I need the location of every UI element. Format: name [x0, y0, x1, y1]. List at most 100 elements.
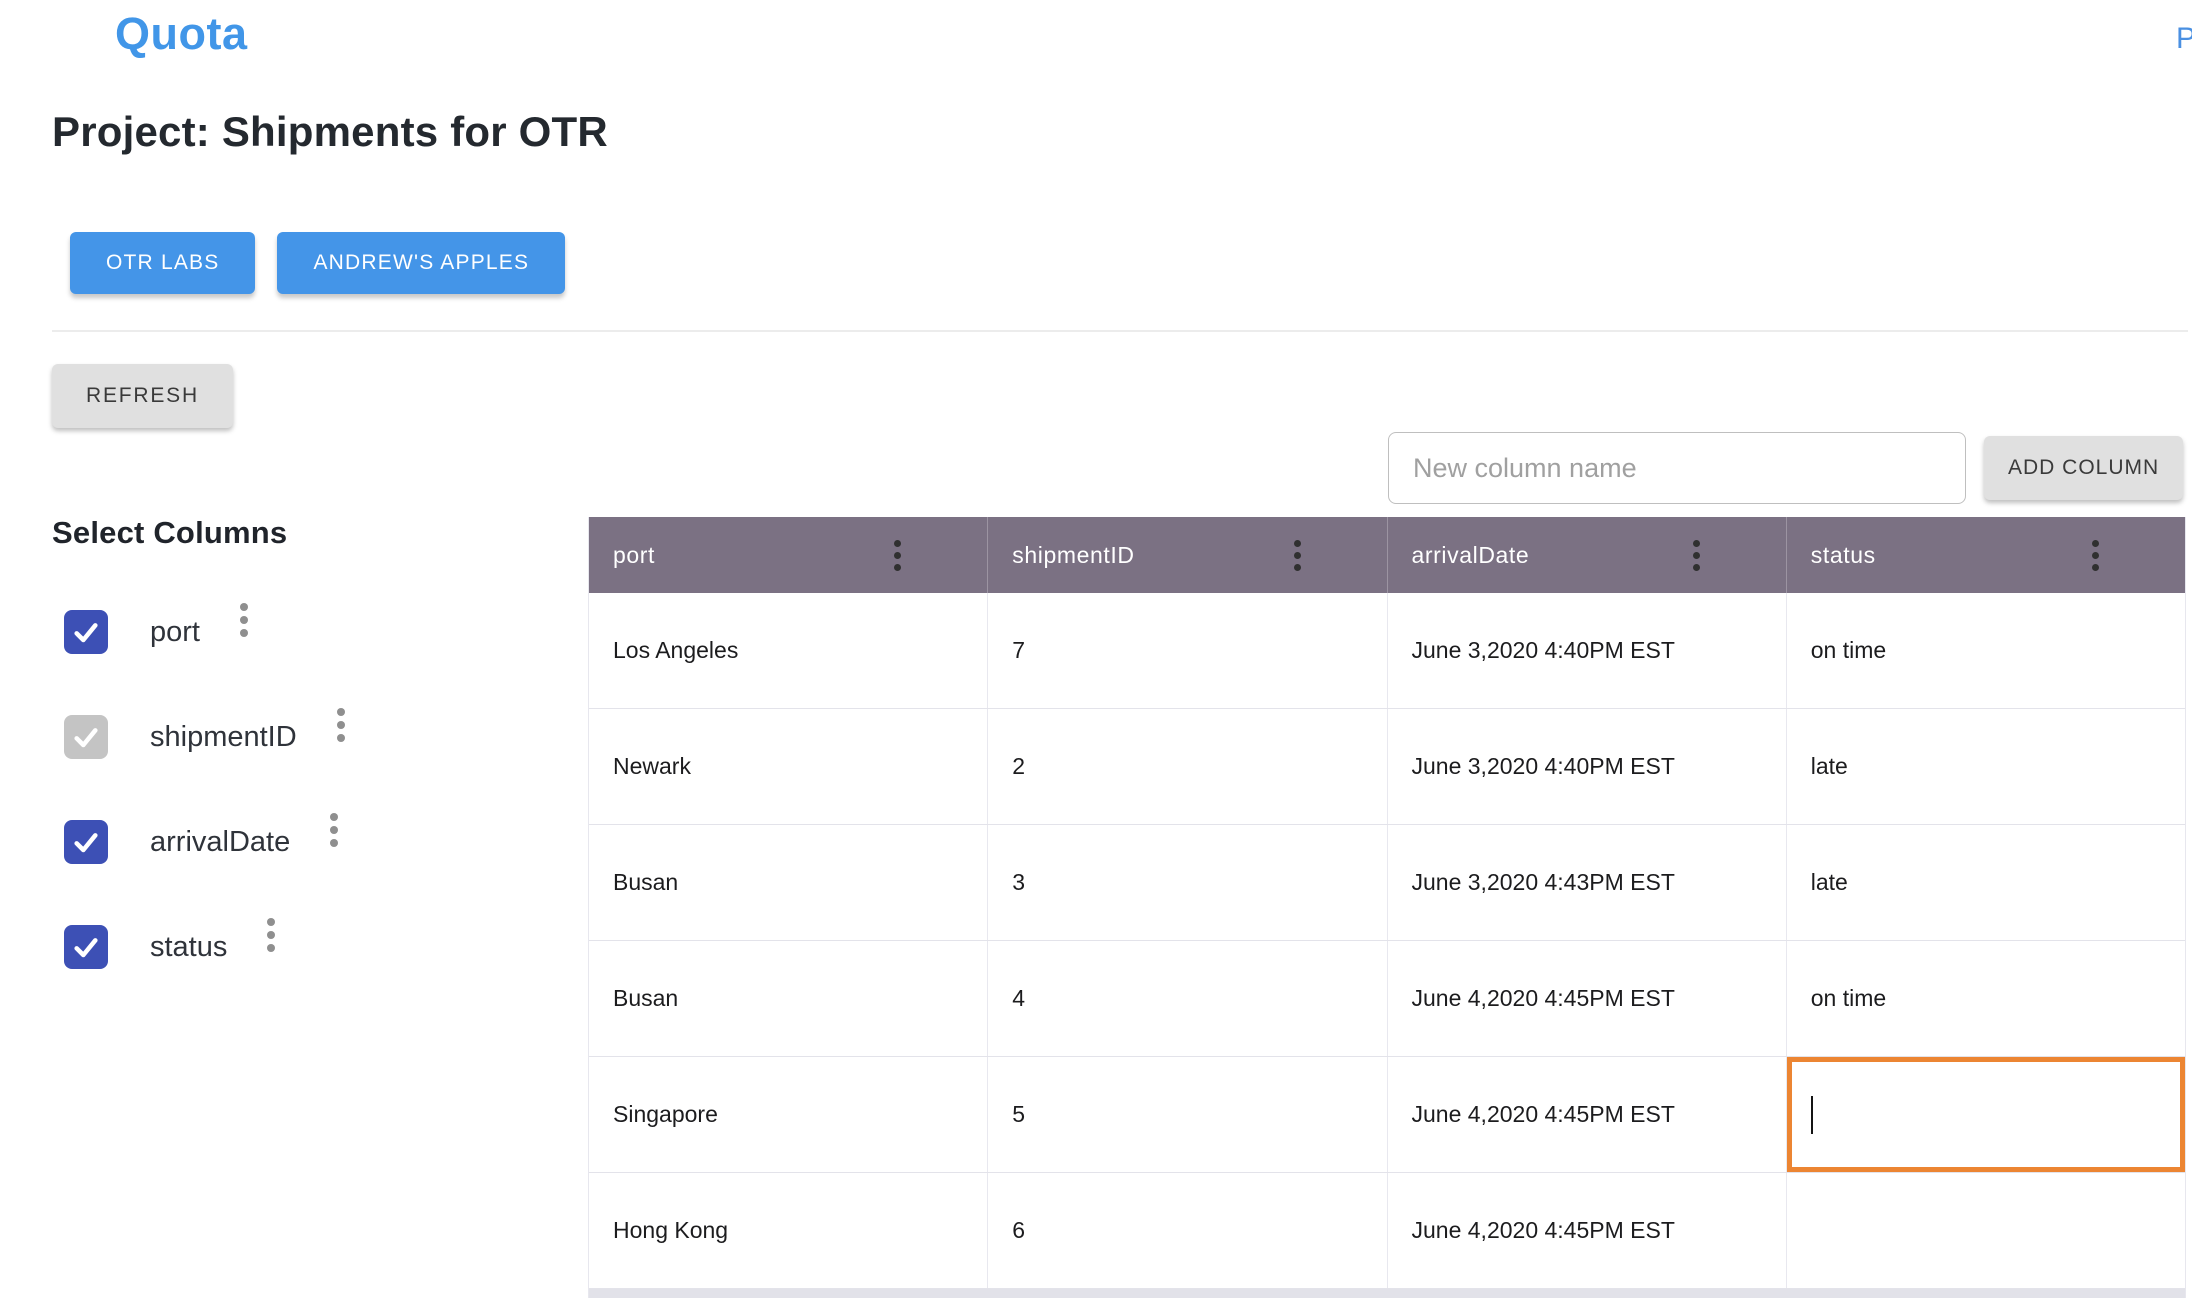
checkmark-icon: [74, 728, 98, 748]
table-cell-text: 5: [1012, 1101, 1026, 1127]
table-cell[interactable]: late: [1786, 709, 2185, 824]
table-cell[interactable]: on time: [1786, 941, 2185, 1056]
table-row: Los Angeles 7 June 3,2020 4:40PM EST on …: [589, 593, 2185, 709]
table-cell[interactable]: Newark: [589, 709, 989, 824]
add-column-button[interactable]: ADD COLUMN: [1984, 436, 2184, 500]
table-cell-text: June 3,2020 4:40PM EST: [1411, 637, 1675, 663]
table-cell-text: 7: [1012, 637, 1026, 663]
table-cell[interactable]: 5: [988, 1057, 1388, 1172]
project-tag-button[interactable]: OTR LABS: [70, 232, 256, 294]
table-cell-text: June 4,2020 4:45PM EST: [1411, 985, 1675, 1011]
text-caret-icon: [1810, 1095, 1814, 1134]
select-columns-heading: Select Columns: [52, 515, 288, 550]
page-title: Project: Shipments for OTR: [52, 108, 608, 155]
kebab-menu-icon[interactable]: [267, 916, 276, 955]
table-row: Busan 3 June 3,2020 4:43PM EST late: [589, 825, 2185, 941]
table-cell[interactable]: [1786, 1173, 2185, 1288]
table-cell-text: 4: [1012, 985, 1026, 1011]
column-label: port: [150, 615, 200, 648]
kebab-menu-icon[interactable]: [336, 706, 345, 745]
table-cell[interactable]: late: [1786, 825, 2185, 940]
table-cell-text: June 4,2020 4:45PM EST: [1411, 1101, 1675, 1127]
table-cell[interactable]: June 3,2020 4:40PM EST: [1387, 593, 1787, 708]
table-row: Busan 4 June 4,2020 4:45PM EST on time: [589, 941, 2185, 1057]
column-label: shipmentID: [150, 720, 297, 753]
table-cell-text: June 3,2020 4:43PM EST: [1411, 869, 1675, 895]
table-header-label: status: [1810, 541, 1876, 568]
checkmark-icon: [74, 623, 98, 643]
column-checkbox[interactable]: [64, 715, 108, 759]
column-checkbox[interactable]: [64, 610, 108, 654]
project-tag-button[interactable]: ANDREW'S APPLES: [277, 232, 566, 294]
table-header-cell[interactable]: shipmentID: [988, 517, 1388, 593]
table-header-cell[interactable]: status: [1787, 517, 2185, 593]
table-cell-text: Singapore: [613, 1101, 718, 1127]
table-cell-text: 3: [1012, 869, 1026, 895]
table-cell-text: on time: [1810, 637, 1887, 663]
table-header-label: port: [613, 541, 656, 568]
table-cell-text: Newark: [613, 753, 691, 779]
table-cell[interactable]: Hong Kong: [589, 1173, 989, 1288]
column-selector-list: port shipmentID arrivalDate status: [64, 601, 345, 1024]
table-cell[interactable]: June 3,2020 4:40PM EST: [1387, 709, 1787, 824]
table-cell[interactable]: Los Angeles: [589, 593, 989, 708]
table-cell[interactable]: Busan: [589, 941, 989, 1056]
kebab-menu-icon[interactable]: [1692, 537, 1700, 573]
app-title: Quota: [115, 8, 248, 59]
column-checkbox[interactable]: [64, 820, 108, 864]
column-selector-item: status: [64, 916, 345, 975]
table-cell[interactable]: Busan: [589, 825, 989, 940]
column-selector-item: arrivalDate: [64, 811, 345, 870]
data-table: port shipmentID arrivalDate status Los A…: [588, 517, 2186, 1298]
table-header-cell[interactable]: port: [589, 517, 989, 593]
kebab-menu-icon[interactable]: [1293, 537, 1301, 573]
project-tag-label: ANDREW'S APPLES: [313, 251, 530, 274]
table-body: Los Angeles 7 June 3,2020 4:40PM EST on …: [589, 593, 2185, 1289]
kebab-menu-icon[interactable]: [2092, 537, 2099, 573]
table-cell-text: June 3,2020 4:40PM EST: [1411, 753, 1675, 779]
table-header-label: arrivalDate: [1411, 541, 1530, 568]
table-row: Newark 2 June 3,2020 4:40PM EST late: [589, 709, 2185, 825]
table-row: Hong Kong 6 June 4,2020 4:45PM EST: [589, 1173, 2185, 1289]
project-tags: OTR LABS ANDREW'S APPLES: [70, 232, 566, 294]
table-cell-text: 6: [1012, 1217, 1026, 1243]
kebab-menu-icon[interactable]: [239, 601, 248, 640]
column-checkbox[interactable]: [64, 925, 108, 969]
table-cell[interactable]: June 4,2020 4:45PM EST: [1387, 1057, 1787, 1172]
table-cell[interactable]: June 4,2020 4:45PM EST: [1387, 941, 1787, 1056]
column-selector-item: port: [64, 601, 345, 660]
table-cell-text: late: [1810, 753, 1848, 779]
checkmark-icon: [74, 833, 98, 853]
column-selector-item: shipmentID: [64, 706, 345, 765]
table-cell-text: June 4,2020 4:45PM EST: [1411, 1217, 1675, 1243]
column-label: arrivalDate: [150, 825, 291, 858]
table-bottom-bar: [589, 1289, 2185, 1298]
refresh-button[interactable]: REFRESH: [52, 364, 233, 428]
table-cell[interactable]: June 3,2020 4:43PM EST: [1387, 825, 1787, 940]
table-cell[interactable]: June 4,2020 4:45PM EST: [1387, 1173, 1787, 1288]
top-right-link[interactable]: P: [2176, 22, 2192, 55]
table-cell-text: 2: [1012, 753, 1026, 779]
table-header-label: shipmentID: [1012, 541, 1135, 568]
kebab-menu-icon[interactable]: [330, 811, 339, 850]
table-header-row: port shipmentID arrivalDate status: [589, 517, 2185, 593]
table-row: Singapore 5 June 4,2020 4:45PM EST: [589, 1057, 2185, 1173]
new-column-input[interactable]: [1388, 432, 1966, 504]
table-cell-text: on time: [1810, 985, 1887, 1011]
checkmark-icon: [74, 938, 98, 958]
table-cell[interactable]: Singapore: [589, 1057, 989, 1172]
column-label: status: [150, 930, 228, 963]
table-cell-text: Los Angeles: [613, 637, 739, 663]
table-cell[interactable]: 4: [988, 941, 1388, 1056]
table-cell[interactable]: 7: [988, 593, 1388, 708]
table-header-cell[interactable]: arrivalDate: [1388, 517, 1787, 593]
table-cell[interactable]: on time: [1786, 593, 2185, 708]
table-cell[interactable]: 6: [988, 1173, 1388, 1288]
table-cell-text: late: [1810, 869, 1848, 895]
table-cell[interactable]: 2: [988, 709, 1388, 824]
table-cell-text: Hong Kong: [613, 1217, 729, 1243]
kebab-menu-icon[interactable]: [894, 537, 902, 573]
table-cell[interactable]: [1786, 1057, 2185, 1172]
table-cell[interactable]: 3: [988, 825, 1388, 940]
table-cell-text: Busan: [613, 985, 679, 1011]
